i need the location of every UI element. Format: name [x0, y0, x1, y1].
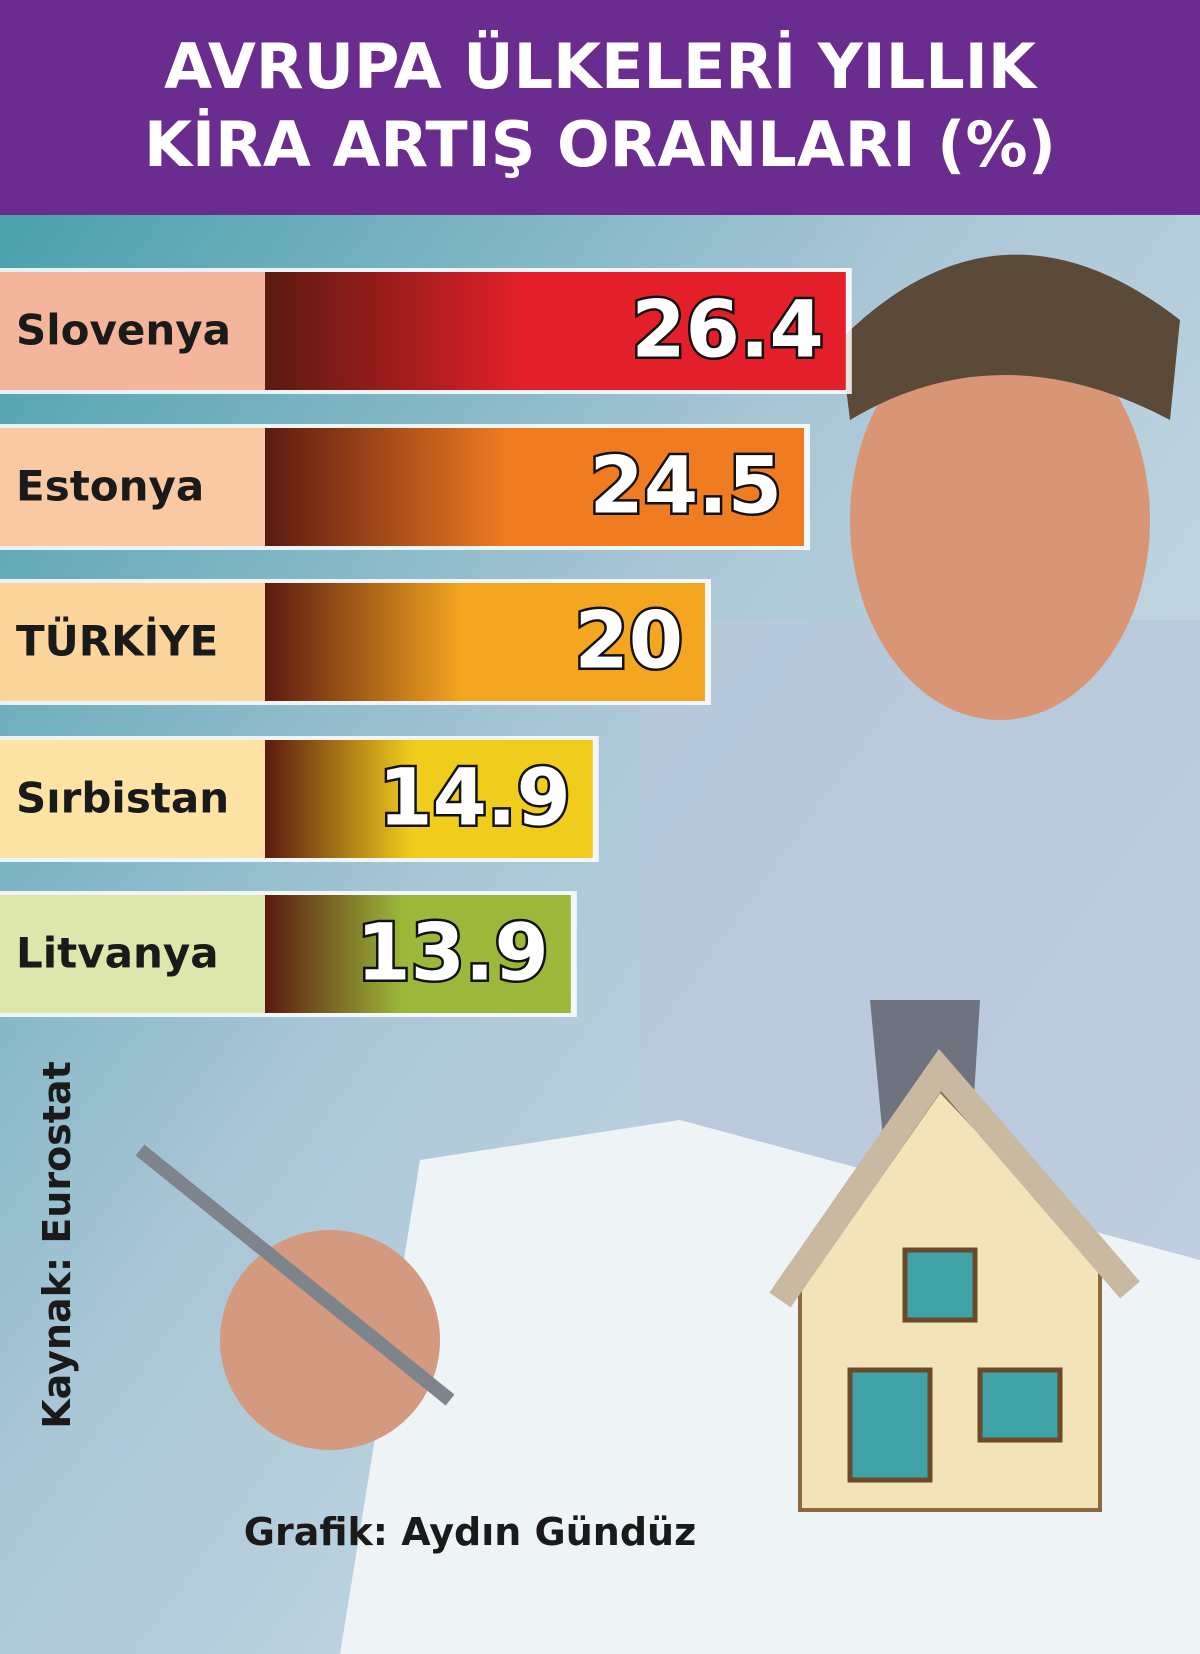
value-label: 13.9	[356, 908, 548, 998]
bar	[265, 895, 571, 1013]
source: Kaynak: Eurostat	[35, 1061, 79, 1429]
value-label: 26.4	[631, 285, 823, 375]
label-box	[0, 428, 265, 546]
value-label: 14.9	[378, 753, 570, 843]
bar	[265, 272, 846, 390]
category-label: Estonya	[16, 462, 204, 511]
label-box	[0, 740, 265, 858]
label-box	[0, 272, 265, 390]
title-band	[0, 0, 1200, 215]
value-label: 24.5	[590, 441, 782, 531]
label-box	[0, 583, 265, 701]
category-label: Slovenya	[16, 306, 231, 355]
bar	[265, 583, 705, 701]
value-label: 20	[574, 596, 683, 686]
bars: Slovenya 26.4 Estonya 24.5 TÜRKİYE 20 Sırbista…	[0, 268, 852, 1017]
category-label: TÜRKİYE	[16, 616, 218, 666]
label-box	[0, 895, 265, 1013]
category-label: Sırbistan	[16, 774, 229, 823]
bar	[265, 740, 593, 858]
bar	[265, 428, 804, 546]
chart-title: AVRUPA ÜLKELERİ YILLIK KİRA ARTIŞ ORANLAR…	[144, 30, 1056, 181]
category-label: Litvanya	[16, 929, 219, 978]
illustration	[135, 254, 1200, 1654]
credit: Grafik: Aydın Gündüz	[244, 1510, 696, 1554]
